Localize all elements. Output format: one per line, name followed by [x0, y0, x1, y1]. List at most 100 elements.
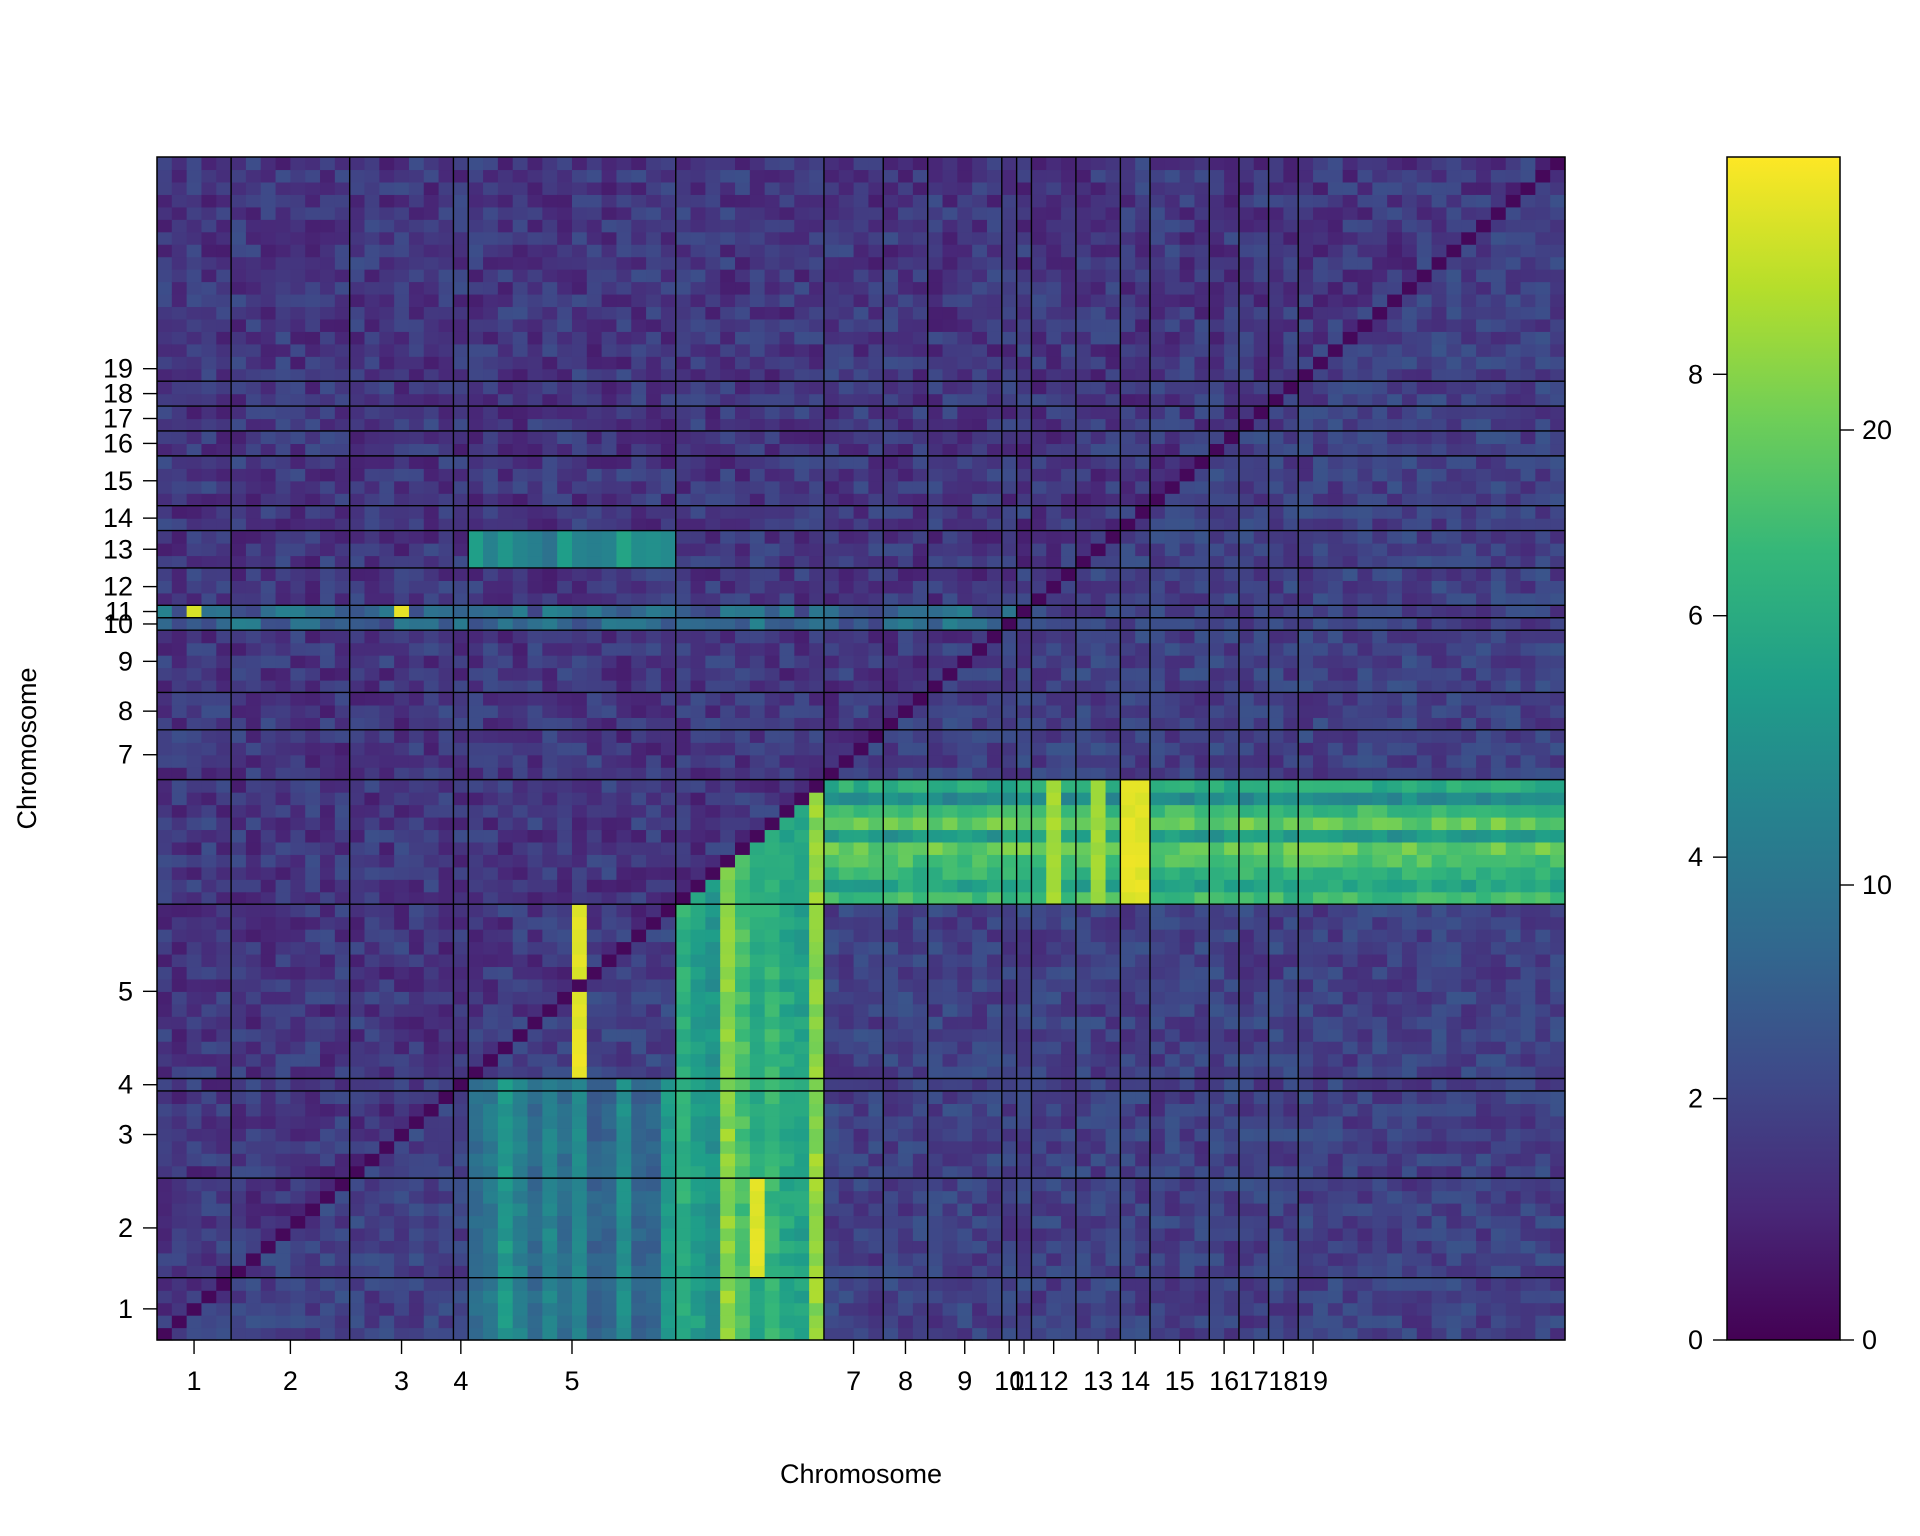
heatmap-cell	[586, 443, 603, 457]
heatmap-cell	[186, 841, 203, 855]
heatmap-cell	[394, 418, 410, 432]
heatmap-cell	[631, 1227, 647, 1241]
heatmap-cell	[542, 1115, 558, 1129]
heatmap-cell	[690, 1053, 706, 1067]
heatmap-cell	[305, 966, 321, 980]
heatmap-cell	[838, 854, 855, 868]
heatmap-cell	[749, 1240, 766, 1254]
heatmap-cell	[927, 1003, 944, 1017]
heatmap-cell	[749, 929, 766, 943]
heatmap-cell	[334, 1203, 351, 1217]
heatmap-cell	[853, 219, 870, 233]
heatmap-cell	[394, 219, 410, 233]
heatmap-cell	[720, 418, 736, 432]
heatmap-cell	[690, 318, 706, 332]
heatmap-cell	[527, 841, 543, 855]
heatmap-cell	[468, 468, 484, 482]
heatmap-cell	[823, 1153, 840, 1167]
heatmap-cell	[320, 929, 336, 943]
heatmap-cell	[883, 1078, 899, 1092]
heatmap-cell	[631, 1327, 647, 1341]
heatmap-cell	[705, 331, 721, 345]
heatmap-cell	[305, 443, 321, 457]
heatmap-cell	[483, 680, 499, 694]
heatmap-cell	[186, 966, 203, 980]
heatmap-cell	[809, 206, 825, 220]
heatmap-cell	[349, 1041, 366, 1055]
heatmap-cell	[171, 1302, 188, 1316]
heatmap-cell	[735, 1028, 751, 1042]
heatmap-cell	[571, 1252, 588, 1266]
heatmap-cell	[453, 1153, 469, 1167]
heatmap-cell	[764, 1240, 781, 1254]
heatmap-cell	[260, 879, 277, 893]
heatmap-cell	[275, 792, 291, 806]
heatmap-cell	[201, 269, 217, 283]
heatmap-cell	[690, 1252, 706, 1266]
heatmap-cell	[512, 306, 529, 320]
heatmap-cell	[586, 1227, 603, 1241]
heatmap-cell	[646, 530, 662, 544]
heatmap-cell	[883, 1103, 899, 1117]
heatmap-cell	[675, 281, 692, 295]
heatmap-cell	[186, 543, 203, 557]
heatmap-cell	[379, 493, 395, 507]
heatmap-cell	[616, 480, 632, 494]
heatmap-cell	[646, 941, 662, 955]
heatmap-cell	[779, 704, 795, 718]
heatmap-cell	[571, 642, 588, 656]
heatmap-cell	[408, 530, 425, 544]
heatmap-cell	[216, 978, 232, 992]
heatmap-cell	[364, 293, 380, 308]
heatmap-cell	[305, 1078, 321, 1092]
heatmap-cell	[527, 1165, 543, 1179]
heatmap-cell	[809, 841, 825, 855]
heatmap-cell	[305, 493, 321, 507]
heatmap-cell	[320, 630, 336, 644]
heatmap-cell	[571, 181, 588, 195]
heatmap-cell	[186, 306, 203, 320]
heatmap-cell	[438, 929, 455, 943]
heatmap-cell	[571, 1140, 588, 1154]
heatmap-cell	[497, 1153, 514, 1167]
heatmap-cell	[690, 543, 706, 557]
heatmap-cell	[542, 779, 558, 793]
heatmap-cell	[453, 904, 469, 918]
heatmap-cell	[290, 157, 306, 171]
heatmap-cell	[868, 306, 884, 320]
heatmap-cell	[646, 331, 662, 345]
heatmap-cell	[275, 244, 291, 258]
heatmap-cell	[527, 1178, 543, 1192]
heatmap-cell	[512, 1140, 529, 1154]
heatmap-cell	[349, 543, 366, 557]
heatmap-cell	[927, 841, 944, 855]
heatmap-cell	[334, 617, 351, 631]
heatmap-cell	[497, 680, 514, 694]
heatmap-cell	[883, 480, 899, 494]
heatmap-cell	[735, 169, 751, 183]
heatmap-cell	[571, 1265, 588, 1279]
heatmap-cell	[512, 1003, 529, 1017]
heatmap-cell	[675, 891, 692, 905]
heatmap-cell	[334, 891, 351, 905]
heatmap-cell	[898, 767, 914, 781]
heatmap-cell	[186, 1053, 203, 1067]
heatmap-cell	[646, 443, 662, 457]
heatmap-cell	[660, 605, 677, 619]
heatmap-cell	[749, 418, 766, 432]
heatmap-cell	[601, 742, 618, 756]
heatmap-cell	[260, 580, 277, 594]
heatmap-cell	[157, 1315, 173, 1329]
heatmap-cell	[290, 655, 306, 669]
heatmap-cell	[660, 244, 677, 258]
heatmap-cell	[290, 966, 306, 980]
heatmap-cell	[601, 381, 618, 395]
heatmap-cell	[794, 642, 810, 656]
heatmap-cell	[705, 816, 721, 831]
heatmap-cell	[853, 854, 870, 868]
heatmap-cell	[483, 1252, 499, 1266]
heatmap-cell	[601, 804, 618, 818]
heatmap-cell	[883, 916, 899, 930]
heatmap-cell	[364, 256, 380, 270]
heatmap-cell	[690, 1153, 706, 1167]
